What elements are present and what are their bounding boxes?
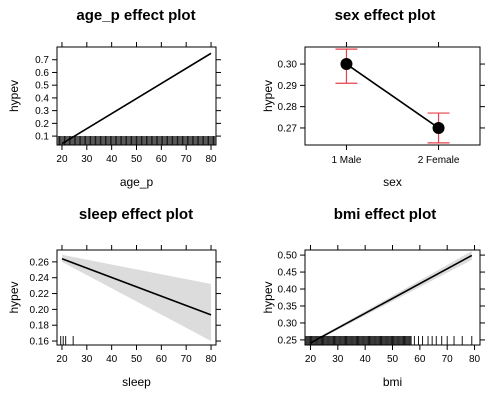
x-axis-label: age_p xyxy=(120,175,154,189)
x-tick-label: 2 Female xyxy=(418,155,460,166)
x-tick-label: 80 xyxy=(205,154,217,165)
x-tick-label: 50 xyxy=(131,154,143,165)
y-tick-label: 0.28 xyxy=(278,102,298,113)
x-tick-label: 80 xyxy=(469,354,481,365)
plot-frame xyxy=(304,46,481,146)
y-tick-label: 0.29 xyxy=(278,81,298,92)
y-tick-label: 0.4 xyxy=(35,93,49,104)
plot-frame xyxy=(56,46,217,146)
x-tick-label: 40 xyxy=(106,154,118,165)
panel-title: age_p effect plot xyxy=(76,7,195,24)
x-axis-label: bmi xyxy=(383,375,402,389)
x-tick-label: 20 xyxy=(56,354,68,365)
y-tick-label: 0.35 xyxy=(278,301,298,312)
y-tick-label: 0.30 xyxy=(278,60,298,71)
x-axis: 1 Male 2 Female xyxy=(331,42,460,166)
panel-title: sleep effect plot xyxy=(79,206,193,223)
x-tick-label: 30 xyxy=(332,354,344,365)
y-axis: 0.25 0.30 0.35 0.40 0.45 0.50 xyxy=(278,251,485,346)
y-axis: 0.1 0.2 0.3 0.40.5 0.6 0.7 xyxy=(35,55,221,143)
panel-bmi: bmi effect plot bmi hypev 20 30 40 50 60 70 80 0.2… xyxy=(261,206,485,389)
x-tick-label: 20 xyxy=(56,154,68,165)
x-tick-label: 40 xyxy=(360,354,372,365)
x-axis: 20 30 40 50 60 70 80 xyxy=(56,42,217,165)
effect-line xyxy=(61,52,212,145)
y-tick-label: 0.25 xyxy=(278,335,298,346)
x-axis-label: sleep xyxy=(122,375,151,389)
data-point xyxy=(340,58,353,71)
x-tick-label: 50 xyxy=(387,354,399,365)
y-axis: 0.16 0.18 0.20 0.22 0.24 0.26 xyxy=(30,257,221,348)
effect-line xyxy=(345,63,440,129)
x-tick-label: 80 xyxy=(205,354,217,365)
rug xyxy=(304,336,473,345)
x-tick-label: 60 xyxy=(156,354,168,365)
y-axis-label: hypev xyxy=(7,80,21,112)
y-tick-label: 0.7 xyxy=(35,55,49,66)
x-tick-label: 20 xyxy=(305,354,317,365)
y-tick-label: 0.3 xyxy=(35,106,49,117)
x-tick-label: 60 xyxy=(414,354,426,365)
y-tick-label: 0.27 xyxy=(278,123,298,134)
x-tick-label: 70 xyxy=(442,354,454,365)
rug xyxy=(60,336,74,345)
x-tick-label: 30 xyxy=(81,154,93,165)
panel-title: bmi effect plot xyxy=(334,206,437,223)
y-tick-label: 0.26 xyxy=(30,257,50,268)
y-tick-label: 0.16 xyxy=(30,337,50,348)
x-tick-label: 40 xyxy=(106,354,118,365)
y-tick-label: 0.2 xyxy=(35,119,49,130)
y-axis-label: hypev xyxy=(261,80,275,112)
y-tick-label: 0.40 xyxy=(278,285,298,296)
rug xyxy=(56,136,217,145)
x-axis: 20 30 40 50 60 70 80 xyxy=(305,245,481,365)
y-axis-label: hypev xyxy=(7,281,21,313)
x-tick-label: 1 Male xyxy=(331,155,361,166)
y-tick-label: 0.20 xyxy=(30,305,50,316)
y-tick-label: 0.18 xyxy=(30,321,50,332)
y-tick-label: 0.50 xyxy=(278,251,298,262)
effect-line xyxy=(61,257,212,316)
panel-sex: sex effect plot sex hypev 1 Male 2 Female 0.2… xyxy=(261,7,485,189)
y-tick-label: 0.6 xyxy=(35,68,49,79)
x-tick-label: 60 xyxy=(156,154,168,165)
confidence-band xyxy=(61,254,212,342)
panel-age-p: age_p effect plot age_p hypev 20 30 40 50 60 70 8… xyxy=(7,7,221,189)
x-axis-label: sex xyxy=(383,175,402,189)
data-point xyxy=(432,121,445,134)
y-tick-label: 0.22 xyxy=(30,289,50,300)
x-axis: 20 30 40 50 60 70 80 xyxy=(56,245,217,365)
y-tick-label: 0.5 xyxy=(35,81,49,92)
y-axis-label: hypev xyxy=(261,281,275,313)
x-tick-label: 70 xyxy=(181,354,193,365)
x-tick-label: 70 xyxy=(181,154,193,165)
x-tick-label: 30 xyxy=(81,354,93,365)
y-tick-label: 0.30 xyxy=(278,318,298,329)
effect-line xyxy=(310,254,473,344)
x-tick-label: 50 xyxy=(131,354,143,365)
y-tick-label: 0.45 xyxy=(278,268,298,279)
panel-title: sex effect plot xyxy=(335,7,436,24)
y-tick-label: 0.1 xyxy=(35,132,49,143)
y-tick-label: 0.24 xyxy=(30,273,50,284)
y-axis: 0.27 0.28 0.29 0.30 xyxy=(278,60,485,134)
panel-sleep: sleep effect plot sleep hypev 20 30 40 50 60 70 8… xyxy=(7,206,221,389)
